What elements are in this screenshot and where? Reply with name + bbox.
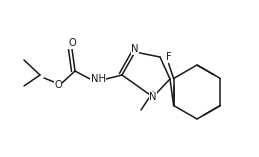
- Text: N: N: [149, 92, 157, 102]
- Text: F: F: [166, 51, 171, 62]
- Text: NH: NH: [90, 74, 105, 84]
- Text: O: O: [54, 80, 62, 90]
- Text: N: N: [131, 44, 139, 54]
- Text: O: O: [68, 38, 76, 48]
